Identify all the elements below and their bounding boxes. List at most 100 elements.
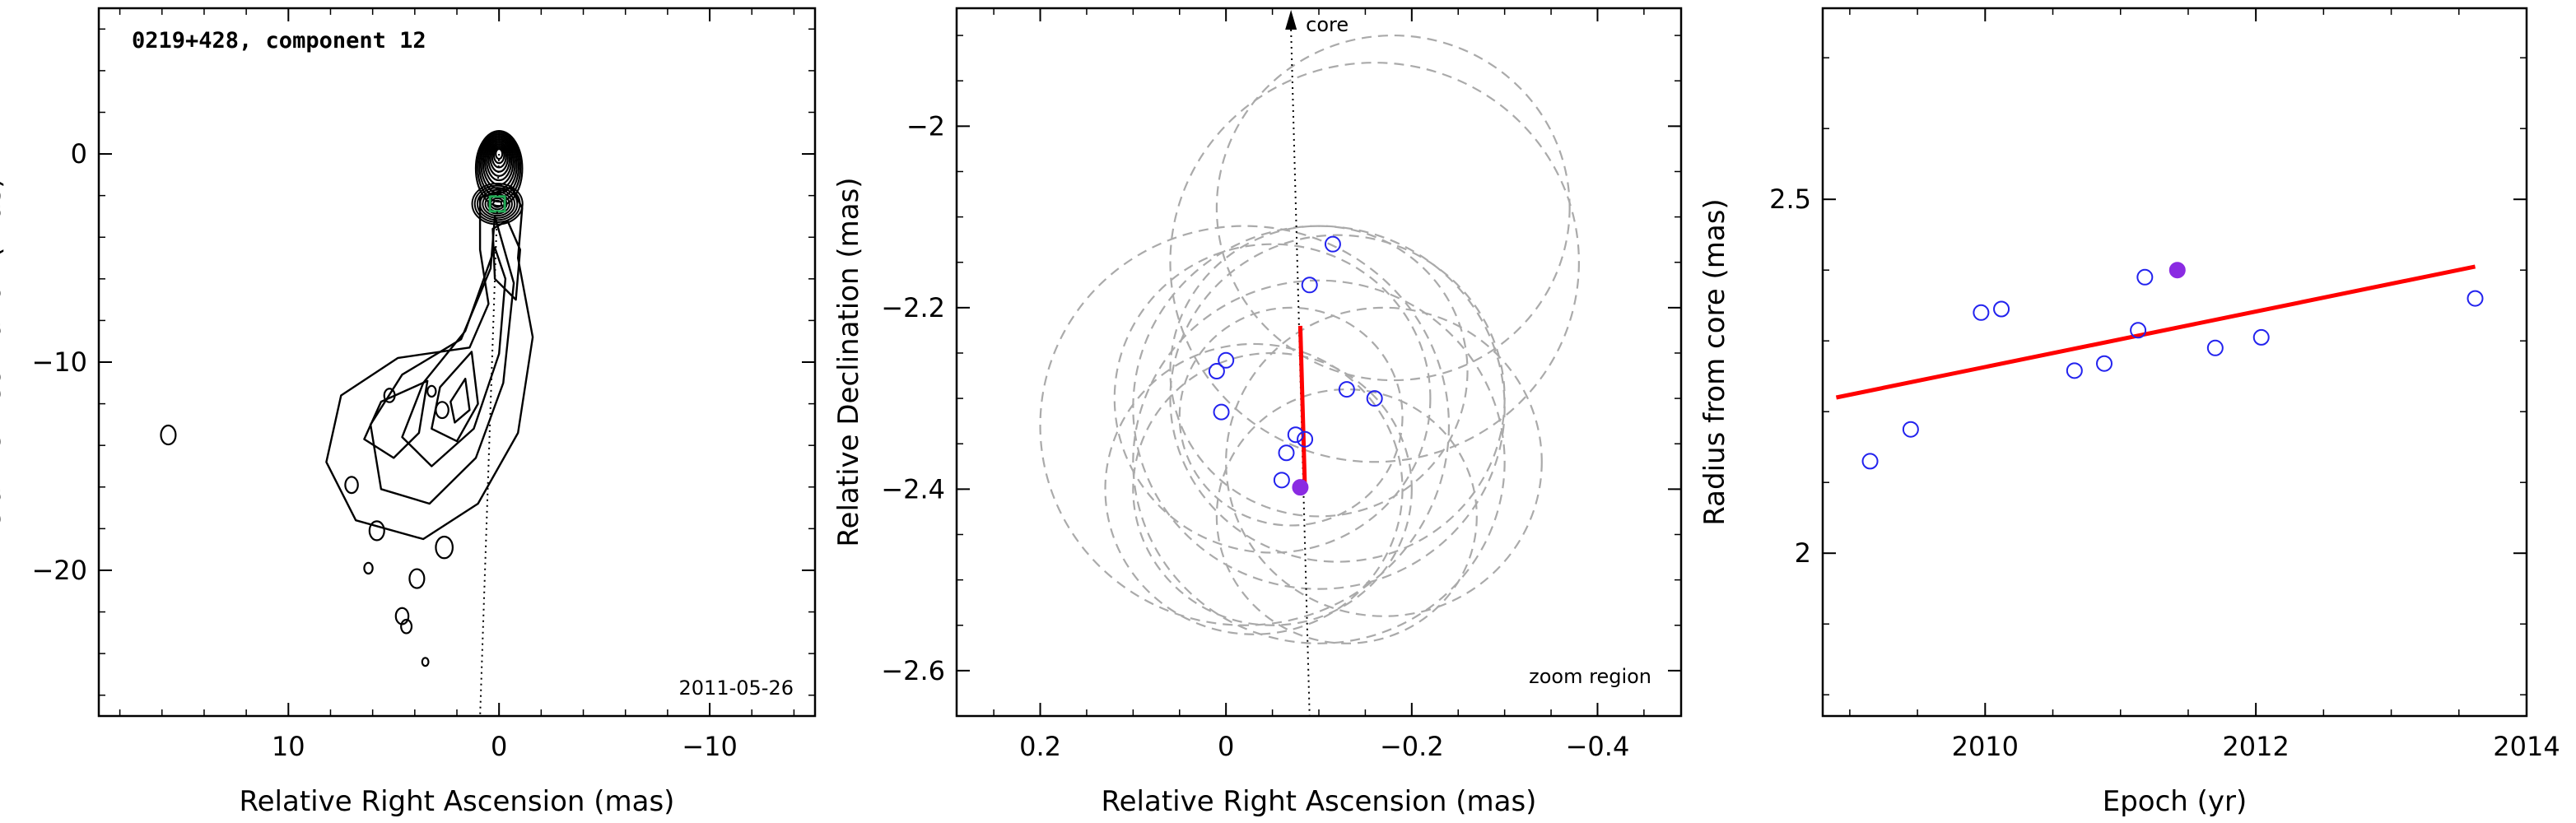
isolated-contour	[160, 424, 177, 446]
data-point	[2096, 355, 2113, 372]
panel-2-ylabel: Relative Declination (mas)	[832, 177, 865, 546]
data-point	[1861, 453, 1879, 470]
isolated-contour	[435, 401, 450, 420]
data-point	[1338, 381, 1355, 398]
zoom-region-annotation: zoom region	[1529, 665, 1651, 688]
x-tick-label: 2014	[2493, 731, 2560, 762]
zoom-marks	[1208, 10, 1383, 717]
x-tick-label: 2012	[2222, 731, 2289, 762]
panel-1-ticks: 10 0 −10 0 −10 −20	[31, 8, 815, 762]
core-contour	[495, 147, 504, 160]
jet-contour	[431, 351, 479, 443]
component-marker	[488, 195, 506, 213]
panel-1-xlabel: Relative Right Ascension (mas)	[240, 785, 675, 818]
panel-1-title: 0219+428, component 12	[132, 28, 426, 53]
panel-3-frame	[1821, 7, 2528, 718]
isolated-contour	[400, 618, 413, 635]
isolated-contour	[363, 561, 374, 575]
data-point	[2467, 290, 2484, 307]
x-tick-label: −0.4	[1566, 731, 1630, 762]
y-tick-label: −2.6	[881, 655, 945, 686]
data-point	[1973, 304, 1990, 321]
radius-marks	[1835, 262, 2484, 470]
data-point	[1324, 235, 1341, 253]
y-tick-label: 2.5	[1769, 184, 1811, 215]
core-annotation: core	[1306, 13, 1349, 36]
y-tick-label: 2	[1795, 537, 1811, 569]
jet-contour	[363, 379, 429, 459]
isolated-contour	[344, 476, 359, 495]
highlight-point	[2168, 262, 2186, 279]
uncertainty-circle	[1132, 279, 1506, 644]
data-point	[1273, 472, 1290, 489]
data-point	[2130, 322, 2147, 339]
data-point	[2252, 328, 2270, 346]
y-tick-label: −2.2	[881, 292, 945, 323]
data-point	[1902, 421, 1919, 438]
data-point	[1301, 277, 1318, 294]
isolated-contour	[435, 535, 454, 560]
core-contour	[492, 146, 505, 165]
data-point	[1287, 426, 1304, 444]
fit-segment	[1297, 325, 1307, 490]
y-tick-label: −2.4	[881, 473, 945, 504]
x-tick-label: 10	[272, 731, 305, 762]
core-contour	[487, 141, 511, 177]
data-point	[2066, 362, 2083, 379]
uncertainty-circle	[1169, 234, 1506, 563]
panel-2-ticks: 0.2 0 −0.2 −0.4 −2 −2.2 −2.4 −2.6	[881, 8, 1681, 762]
core-contour	[480, 134, 518, 194]
data-point	[2206, 339, 2224, 356]
panel-radius-vs-epoch: 2010 2012 2014 2 2.5 Epoch (yr) Radius from …	[1698, 7, 2560, 818]
uncertainty-circle	[1225, 306, 1543, 617]
y-tick-label: −2	[906, 110, 945, 142]
panel-2-xlabel: Relative Right Ascension (mas)	[1102, 785, 1537, 818]
core-arrowhead	[1285, 10, 1297, 30]
jet-contour	[491, 219, 521, 301]
trajectory-line	[479, 154, 501, 717]
isolated-contour	[421, 657, 430, 667]
uncertainty-circle	[1132, 225, 1506, 590]
uncertainty-circle	[1132, 351, 1413, 626]
uncertainty-circle	[1178, 306, 1404, 527]
data-point	[1366, 390, 1383, 407]
core-contour	[483, 137, 515, 186]
jet-contour	[401, 246, 507, 467]
core-contour	[474, 129, 524, 207]
uncertainty-circle	[1169, 62, 1580, 463]
x-tick-label: 0	[1218, 731, 1234, 762]
highlight-point	[1292, 479, 1309, 496]
panel-contour-map: 10 0 −10 0 −10 −20 0219+428, component 12 201…	[0, 7, 817, 818]
isolated-contour	[408, 568, 426, 589]
component-contour	[484, 193, 510, 215]
data-point	[2136, 268, 2154, 286]
uncertainty-circle	[1215, 388, 1478, 644]
core-contour	[482, 136, 516, 190]
panel-3-xlabel: Epoch (yr)	[2103, 785, 2248, 818]
x-tick-label: 2010	[1952, 731, 2019, 762]
data-point	[1297, 430, 1314, 448]
core-contour	[477, 131, 522, 203]
jet-contour	[450, 378, 471, 424]
y-tick-label: 0	[71, 138, 87, 170]
uncertainty-circle	[1215, 34, 1571, 382]
uncertainty-circle	[1169, 225, 1469, 518]
panel-1-ylabel: Relative Declination (mas)	[0, 177, 7, 546]
data-point	[1218, 351, 1235, 369]
panel-1-frame	[97, 7, 817, 718]
component-contour	[476, 187, 519, 221]
core-contour	[486, 139, 513, 182]
uncertainty-circles	[1039, 34, 1580, 644]
panel-3-ylabel: Radius from core (mas)	[1698, 198, 1731, 525]
data-point	[1208, 363, 1225, 380]
core-contour	[491, 144, 507, 169]
x-tick-label: −10	[682, 731, 738, 762]
y-tick-label: −10	[31, 346, 87, 378]
isolated-contour	[368, 520, 385, 542]
uncertainty-circle	[1113, 243, 1432, 554]
x-tick-label: −0.2	[1380, 731, 1444, 762]
panel-2-frame	[955, 7, 1683, 718]
panel-3-ticks: 2010 2012 2014 2 2.5	[1769, 8, 2560, 762]
contour-marks	[160, 129, 534, 717]
